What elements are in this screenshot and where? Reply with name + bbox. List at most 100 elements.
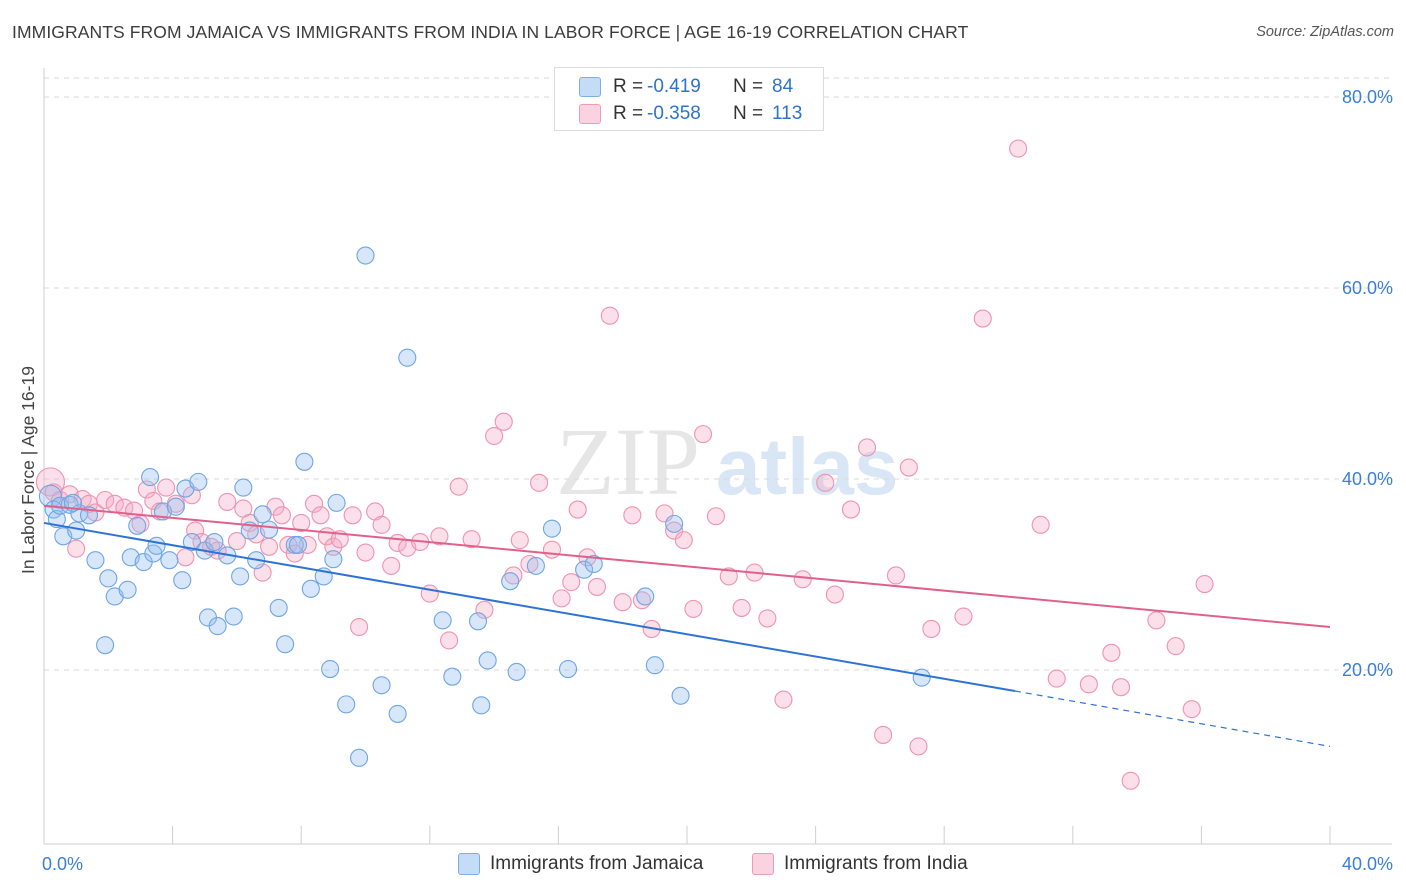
india-point: [218, 492, 237, 511]
india-point: [1166, 637, 1185, 656]
jamaica-point: [584, 554, 603, 574]
x-tick-label-max: 40.0%: [1342, 854, 1393, 874]
india-point: [600, 306, 619, 325]
india-point: [292, 513, 311, 532]
india-point: [1047, 669, 1066, 688]
jamaica-point: [259, 520, 279, 539]
india-point: [954, 607, 973, 626]
jamaica-point: [231, 567, 250, 586]
legend-r-label: R =: [613, 76, 644, 97]
india-point: [1195, 574, 1214, 594]
legend-n-label: N =: [733, 103, 764, 124]
trend-lines: [43, 504, 1331, 747]
jamaica-point: [67, 521, 86, 540]
bottom-legend-label-jamaica: Immigrants from Jamaica: [490, 853, 704, 874]
india-point: [494, 412, 513, 431]
india-point: [430, 527, 449, 546]
india-point: [305, 494, 324, 513]
jamaica-point: [327, 493, 346, 512]
india-point: [176, 548, 195, 567]
jamaica-point: [86, 551, 105, 570]
jamaica-point: [182, 532, 201, 552]
india-point: [227, 532, 246, 551]
jamaica-point: [208, 617, 227, 636]
india-point: [825, 585, 844, 604]
india-point: [665, 521, 684, 540]
india-point: [475, 600, 494, 619]
india-point: [816, 473, 835, 492]
india-point: [35, 467, 65, 497]
india-point: [96, 490, 115, 510]
jamaica-point: [636, 587, 655, 606]
india-point: [874, 725, 893, 744]
watermark-zip: ZIP: [556, 408, 700, 515]
jamaica-point: [269, 598, 288, 617]
jamaica-point: [99, 569, 118, 588]
jamaica-point: [665, 514, 684, 533]
jamaica-point: [356, 246, 375, 265]
jamaica-point: [912, 668, 931, 687]
india-point: [1009, 139, 1028, 158]
jamaica-point: [501, 572, 520, 591]
jamaica-point: [350, 748, 369, 767]
jamaica-point: [147, 536, 166, 555]
india-point: [674, 531, 693, 550]
jamaica-point: [301, 579, 320, 598]
india-point: [568, 500, 587, 519]
india-point: [922, 619, 941, 638]
india-point: [719, 567, 738, 586]
india-point: [462, 530, 481, 549]
jamaica-point: [398, 348, 417, 367]
chart-source: Source: ZipAtlas.com: [1256, 24, 1394, 40]
jamaica-point: [276, 635, 295, 654]
series-india-points: [35, 139, 1214, 790]
jamaica-point: [118, 580, 137, 599]
india-point: [909, 737, 928, 756]
india-point: [485, 426, 504, 446]
india-point: [350, 617, 369, 637]
india-point: [613, 593, 632, 612]
india-point: [1182, 700, 1201, 719]
chart-title: IMMIGRANTS FROM JAMAICA VS IMMIGRANTS FR…: [12, 22, 969, 42]
jamaica-point: [443, 667, 462, 686]
india-point: [732, 598, 751, 617]
jamaica-point: [166, 497, 185, 516]
india-point: [758, 609, 777, 628]
india-point: [67, 539, 86, 558]
legend-r-value: -0.419: [647, 76, 701, 97]
y-tick-label: 60.0%: [1342, 278, 1393, 298]
jamaica-point: [205, 532, 224, 552]
india-point: [684, 599, 703, 618]
india-point: [530, 473, 549, 492]
india-point: [311, 506, 330, 525]
jamaica-point: [224, 607, 243, 626]
correlation-legend: R = -0.419 N = 84 R = -0.358 N = 113: [554, 67, 824, 131]
india-point: [774, 690, 793, 709]
bottom-legend-swatch-india: [752, 853, 774, 875]
jamaica-point: [472, 696, 491, 715]
india-point: [706, 507, 725, 526]
india-point: [240, 513, 259, 532]
legend-r-value: -0.358: [647, 103, 701, 124]
india-point: [1079, 675, 1098, 694]
india-point: [298, 535, 317, 554]
india-point: [343, 506, 362, 525]
series-jamaica-points: [38, 246, 931, 767]
india-point: [420, 584, 439, 603]
jamaica-point: [141, 468, 160, 487]
india-point: [157, 478, 176, 497]
jamaica-point: [372, 676, 391, 695]
watermark: ZIP atlas: [556, 408, 898, 515]
india-point: [1102, 643, 1121, 662]
india-point: [382, 556, 401, 575]
y-tick-label: 40.0%: [1342, 469, 1393, 489]
india-point: [587, 577, 607, 596]
jamaica-point: [671, 686, 690, 705]
india-point: [1111, 678, 1131, 697]
india-point: [793, 570, 812, 589]
axes: [43, 68, 1392, 845]
jamaica-point: [288, 535, 308, 554]
india-point: [356, 543, 375, 562]
legend-n-value: 84: [772, 76, 794, 97]
jamaica-point: [542, 519, 562, 538]
